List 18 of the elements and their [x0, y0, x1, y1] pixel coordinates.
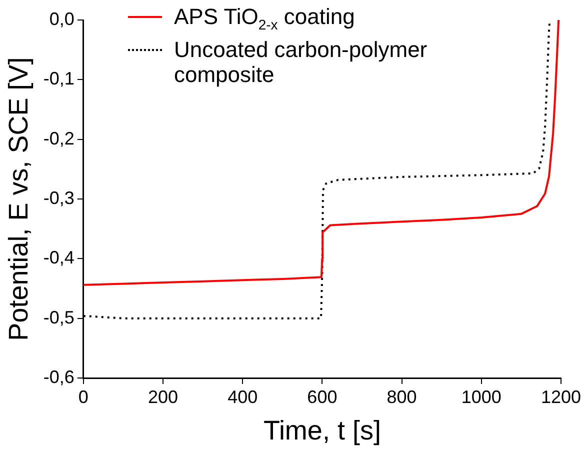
- x-tick-label: 1200: [540, 386, 581, 407]
- legend-label: APS TiO$_{2-x}$ coating: [174, 4, 355, 34]
- y-tick-label: -0,1: [43, 68, 74, 89]
- legend-label: Uncoated carbon-polymer composite: [174, 37, 428, 88]
- x-tick-label: 0: [78, 386, 88, 407]
- y-tick-label: -0,4: [43, 248, 74, 268]
- x-tick-label: 1000: [461, 386, 502, 407]
- x-tick-label: 800: [386, 386, 417, 407]
- x-tick-label: 400: [228, 386, 258, 407]
- x-axis-title: Time, t [s]: [263, 415, 381, 446]
- y-tick-label: -0,3: [43, 188, 74, 208]
- y-axis-title: Potential, E vs, SCE [V]: [4, 57, 34, 341]
- y-tick-label: -0,2: [43, 128, 74, 148]
- y-tick-label: -0,6: [43, 366, 74, 387]
- x-tick-label: 600: [307, 386, 338, 407]
- x-tick-label: 200: [148, 386, 178, 407]
- y-tick-label: 0,0: [49, 8, 74, 29]
- y-tick-label: -0,5: [43, 307, 74, 328]
